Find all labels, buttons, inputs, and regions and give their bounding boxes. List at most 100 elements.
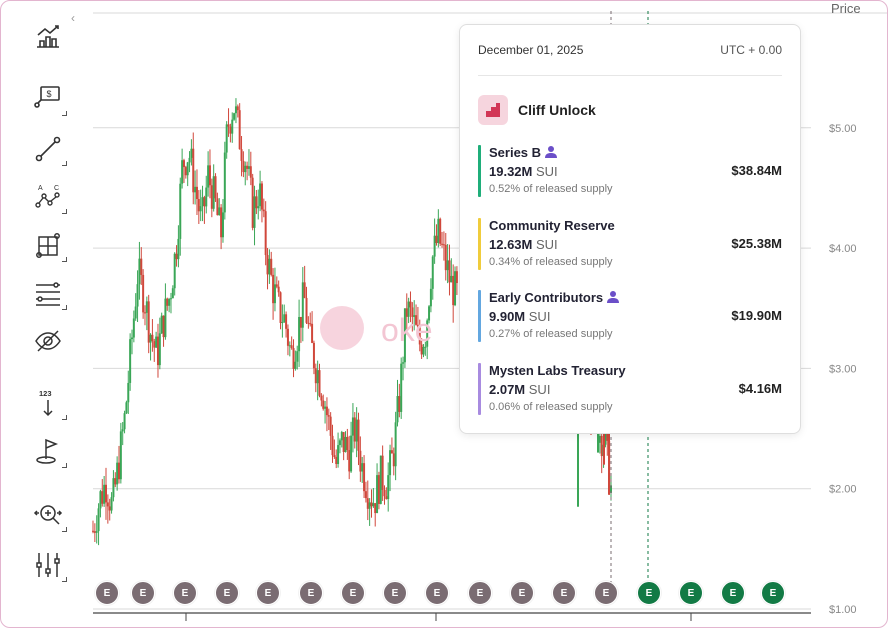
event-marker[interactable]: E xyxy=(383,581,407,605)
candle xyxy=(329,416,332,436)
fib-lines-tool[interactable] xyxy=(25,273,71,313)
indicators-tool[interactable] xyxy=(25,545,71,585)
candle xyxy=(253,196,256,228)
candle xyxy=(299,316,302,328)
candle xyxy=(166,298,169,306)
allocation-row: Mysten Labs Treasury 2.07M SUI 0.06% of re… xyxy=(478,361,782,415)
candle xyxy=(121,429,124,432)
flag-icon xyxy=(36,438,59,464)
event-marker[interactable]: E xyxy=(721,581,745,605)
candle xyxy=(125,402,128,414)
candle xyxy=(138,258,141,285)
candle xyxy=(112,478,115,498)
collapse-toolbar-icon[interactable]: ‹ xyxy=(71,11,75,25)
candle xyxy=(294,361,297,369)
measure-box-tool[interactable] xyxy=(25,225,71,265)
candle xyxy=(416,324,419,328)
event-marker[interactable]: E xyxy=(510,581,534,605)
watermark-text: oke xyxy=(381,312,433,348)
candle xyxy=(106,502,109,507)
candle xyxy=(268,258,271,275)
candle xyxy=(101,491,104,504)
candle xyxy=(403,308,406,363)
candle xyxy=(190,148,193,158)
candle xyxy=(337,445,340,465)
event-marker[interactable]: E xyxy=(594,581,618,605)
candle xyxy=(450,275,453,283)
chart-type-tool[interactable] xyxy=(25,17,71,57)
candle xyxy=(199,206,202,212)
allocation-amount: 19.32M SUI xyxy=(489,164,558,179)
event-marker[interactable]: E xyxy=(637,581,661,605)
candle xyxy=(134,306,137,319)
candle xyxy=(428,306,431,321)
candle xyxy=(103,484,106,504)
candle xyxy=(398,396,401,412)
allocation-color-bar xyxy=(478,145,481,197)
allocation-color-bar xyxy=(478,217,481,270)
event-marker[interactable]: E xyxy=(761,581,785,605)
candle xyxy=(333,455,336,457)
candle xyxy=(387,475,390,500)
candle xyxy=(158,333,161,366)
event-marker[interactable]: E xyxy=(341,581,365,605)
allocation-name: Early Contributors xyxy=(489,290,620,305)
event-marker[interactable]: E xyxy=(95,581,119,605)
candle xyxy=(173,253,176,289)
candle xyxy=(357,419,360,451)
allocation-row: Series B 19.32M SUI 0.52% of released supp… xyxy=(478,143,782,197)
candle xyxy=(606,431,609,441)
candle xyxy=(407,301,410,317)
numeric-label-text: 123 xyxy=(39,389,52,398)
chart-type-icon xyxy=(37,25,59,48)
event-marker[interactable]: E xyxy=(256,581,280,605)
flag-tool[interactable] xyxy=(25,431,71,471)
event-marker[interactable]: E xyxy=(468,581,492,605)
drawing-toolbar: $ A C xyxy=(25,11,73,611)
event-marker[interactable]: E xyxy=(679,581,703,605)
candle xyxy=(236,106,239,111)
event-marker[interactable]: E xyxy=(552,581,576,605)
candle xyxy=(413,315,416,317)
event-marker[interactable]: E xyxy=(425,581,449,605)
zoom-tool[interactable] xyxy=(25,495,71,535)
candle xyxy=(377,475,380,504)
candle xyxy=(227,124,230,127)
event-marker[interactable]: E xyxy=(173,581,197,605)
allocation-percent: 0.06% of released supply xyxy=(489,400,613,413)
event-marker[interactable]: E xyxy=(215,581,239,605)
candle xyxy=(318,370,321,396)
pattern-tool[interactable]: A C xyxy=(25,177,71,217)
candle xyxy=(169,298,172,300)
candle xyxy=(338,440,341,446)
candle xyxy=(156,336,159,366)
candle xyxy=(184,167,187,176)
candle xyxy=(155,336,158,348)
candle xyxy=(383,489,386,497)
candle xyxy=(394,422,397,467)
candle xyxy=(244,165,247,173)
candle xyxy=(281,322,284,324)
candle xyxy=(433,235,436,257)
candle xyxy=(348,450,351,472)
candle xyxy=(355,419,358,442)
price-annotation-tool[interactable]: $ xyxy=(25,79,71,119)
event-marker[interactable]: E xyxy=(131,581,155,605)
candle xyxy=(455,271,458,284)
candle xyxy=(311,323,314,343)
candle xyxy=(117,462,120,480)
watermark-logo: oke xyxy=(320,306,433,350)
event-marker[interactable]: E xyxy=(299,581,323,605)
allocation-value: $19.90M xyxy=(731,308,782,323)
candle xyxy=(292,348,295,369)
candle xyxy=(283,314,286,323)
candle xyxy=(162,315,165,338)
hide-drawings-tool[interactable] xyxy=(25,321,71,361)
candle xyxy=(600,435,603,457)
trend-line-tool[interactable] xyxy=(25,129,71,169)
allocation-color-bar xyxy=(478,362,481,415)
candle xyxy=(108,506,111,511)
numeric-label-tool[interactable]: 123 xyxy=(25,383,71,423)
candle xyxy=(303,282,306,298)
candle xyxy=(123,413,126,430)
